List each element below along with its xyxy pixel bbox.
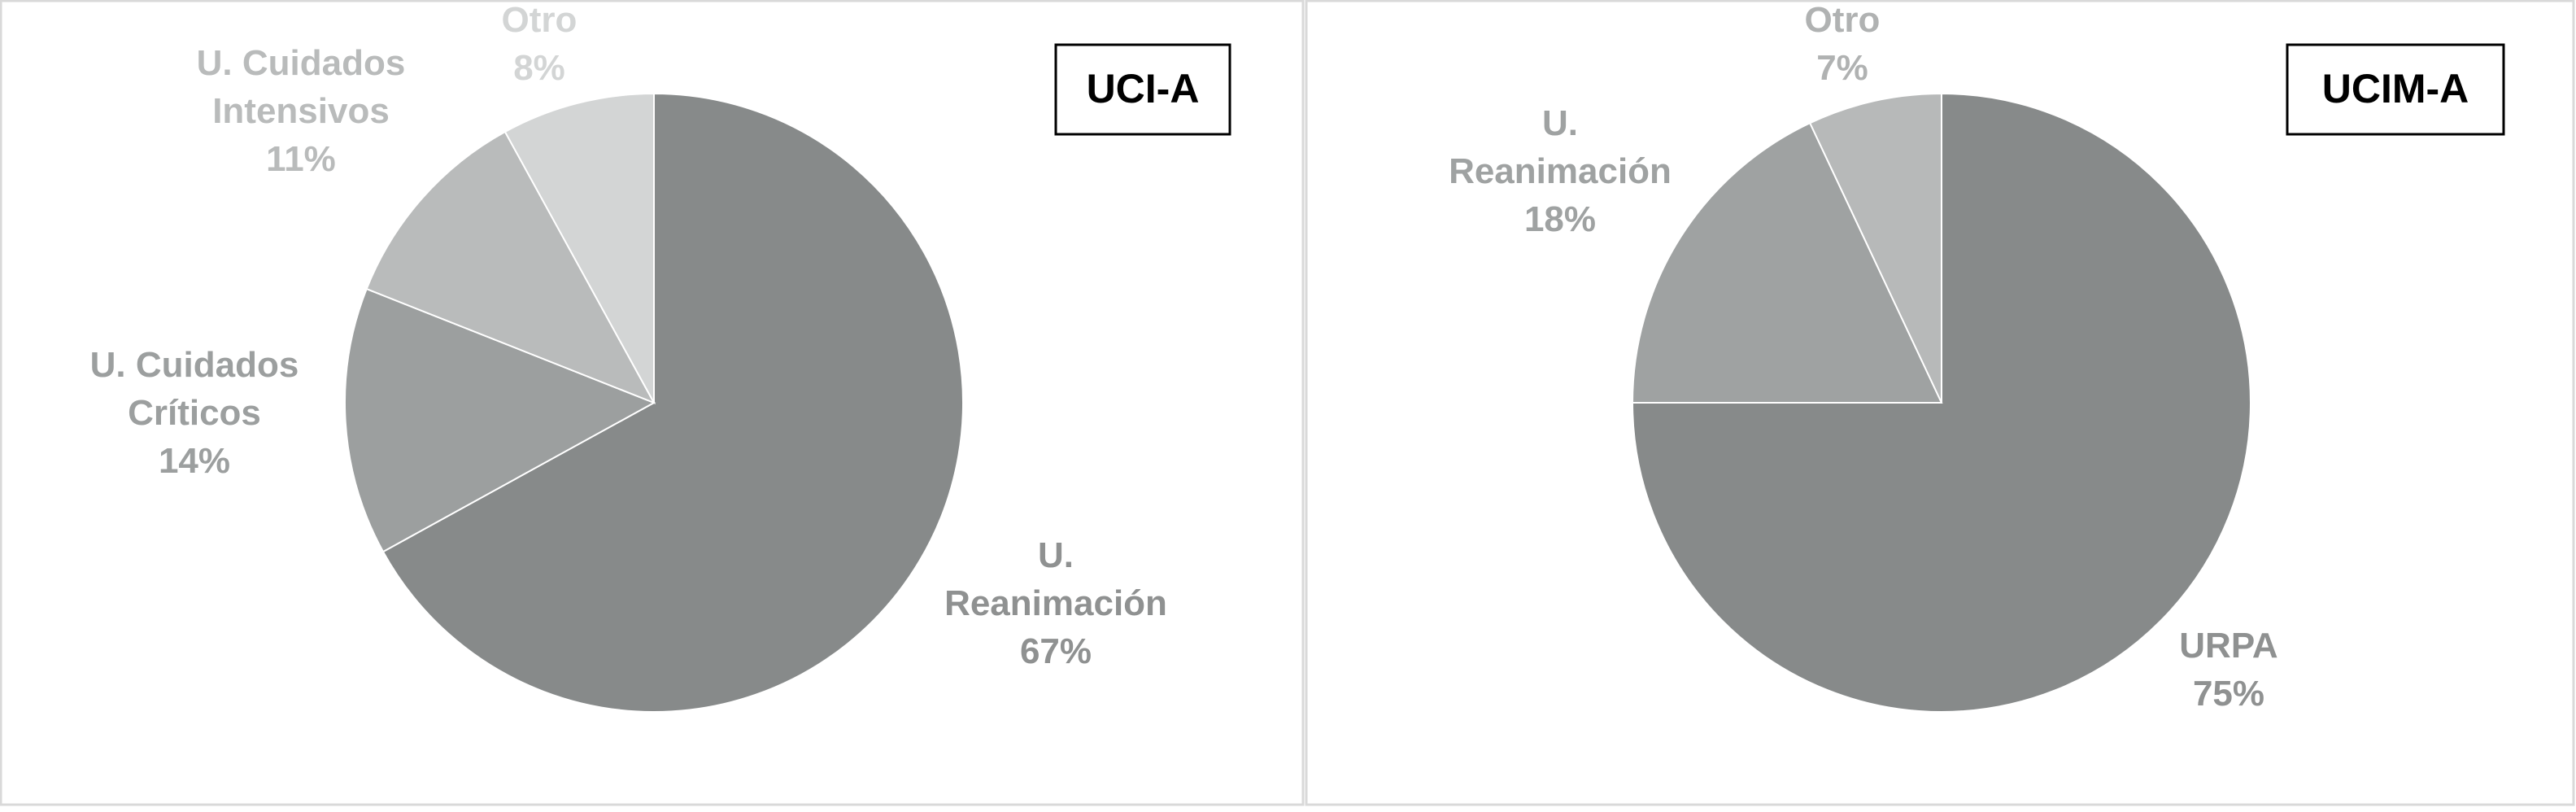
pie-chart-ucim-a: URPA 75% U. Reanimación 18% Otro 7%: [1449, 0, 2278, 714]
pie-chart-uci-a: U. Reanimación 67% U. Cuidados Críticos 14% U.…: [90, 0, 1167, 713]
chart-title-ucim-a: UCIM-A: [2322, 66, 2469, 111]
pie-slice: [381, 92, 964, 713]
pie-slice-label: U. Cuidados Intensivos 11%: [197, 43, 406, 179]
chart-title-uci-a: UCI-A: [1087, 66, 1200, 111]
chart-title-box-uci-a: [1054, 43, 1231, 136]
pie-slice-label: URPA 75%: [2179, 626, 2277, 714]
pie-slice: [503, 92, 655, 404]
chart-title-box-ucim-a: [2286, 43, 2505, 136]
pie-slice-label: Otro 8%: [502, 0, 578, 88]
pie-slice: [343, 287, 656, 553]
pie-slice-label: U. Reanimación 67%: [944, 535, 1167, 671]
pie-slice-label: U. Reanimación 18%: [1449, 103, 1672, 239]
pie-slice: [1808, 92, 1942, 404]
pie-slice: [1631, 121, 1943, 404]
pie-slice-label: Otro 7%: [1805, 0, 1881, 88]
pie-slice-label: U. Cuidados Críticos 14%: [90, 345, 299, 481]
pie-slice: [365, 130, 656, 404]
